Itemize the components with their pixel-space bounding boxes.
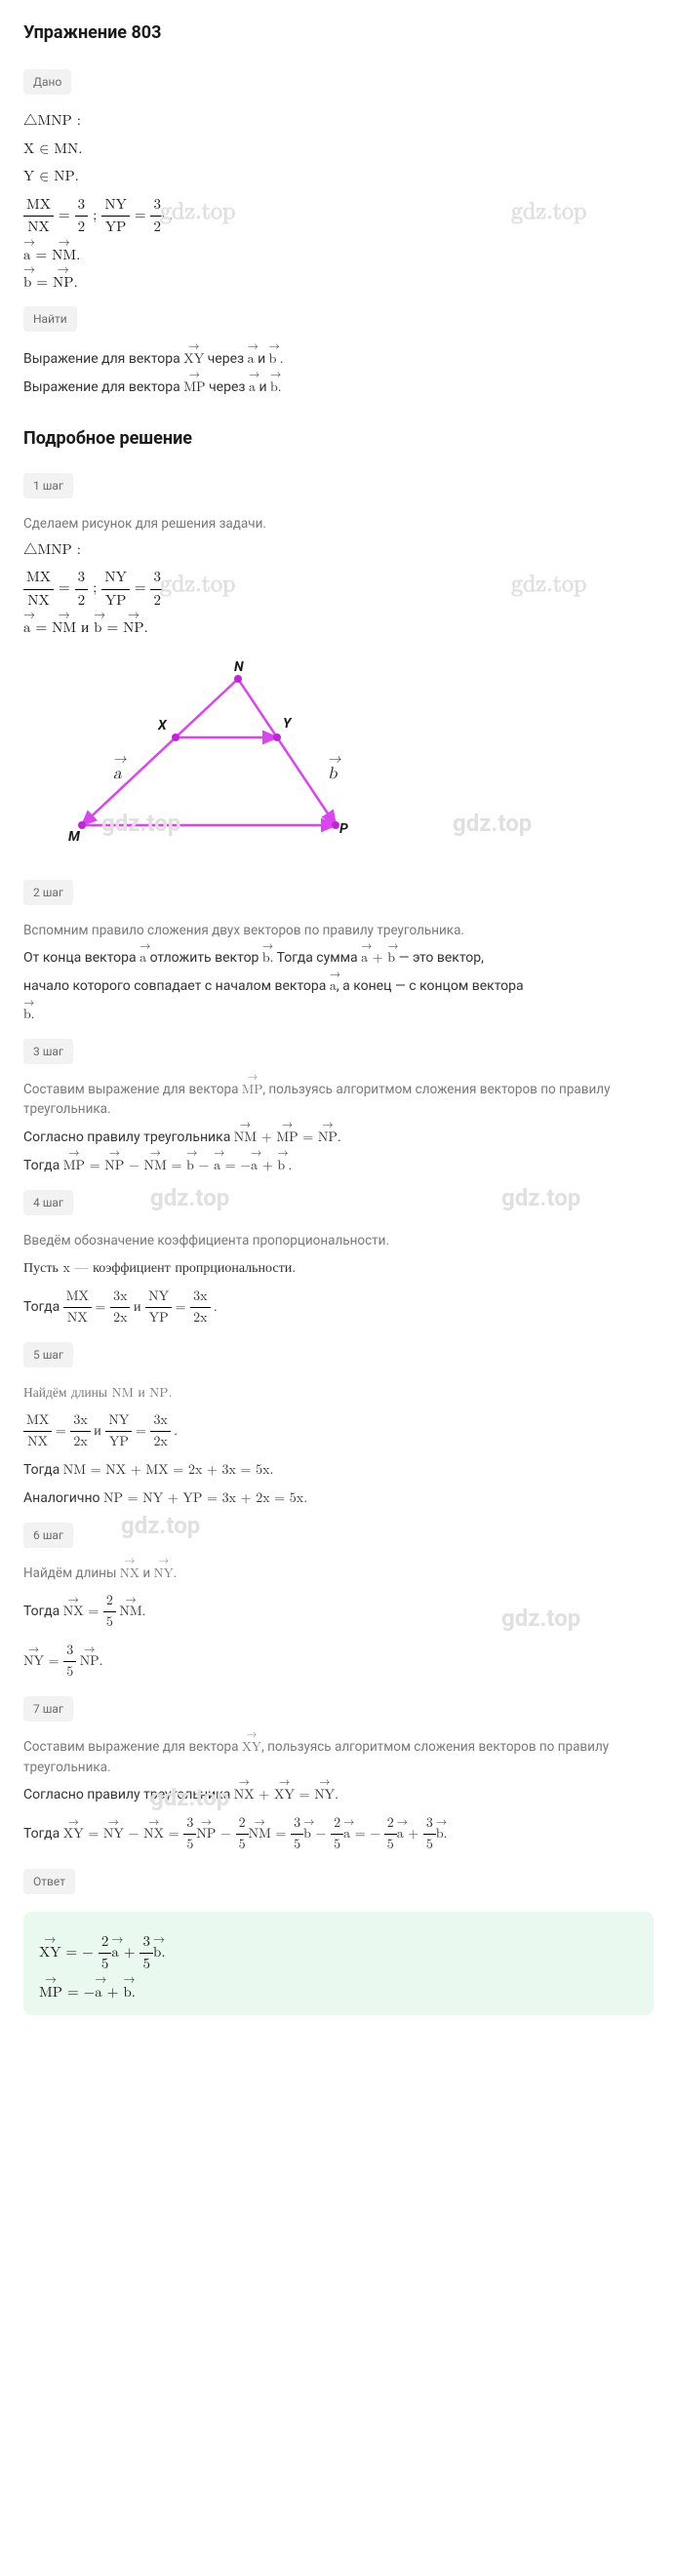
- step6-l2: NY = 35 NP.: [23, 1641, 654, 1683]
- step5-l3: Аналогично NP = NY + YP = 3x + 2x = 5x. …: [23, 1488, 654, 1509]
- given-ratio-line: MXNX = 32 ; NYYP = 32 . gdz.top gdz.top: [23, 194, 654, 239]
- exercise-title: Упражнение 803: [23, 20, 654, 46]
- tag-step3: 3 шаг: [23, 1039, 73, 1064]
- step7-l2: Тогда XY = NY − NX = 35NP − 25NM = 35 b …: [23, 1813, 654, 1855]
- tag-given: Дано: [23, 69, 71, 95]
- answer-box: XY = − 25a + 35 b . MP = −a + b .: [23, 1912, 654, 2016]
- step2-l3: b .: [23, 1005, 654, 1025]
- step1-vecs: a = NM и b = NP.: [23, 617, 654, 640]
- watermark: gdz.top: [121, 1508, 200, 1543]
- step7-intro: Составим выражение для вектора XY, польз…: [23, 1737, 654, 1777]
- step7-l1: Согласно правилу треугольника NX + XY = …: [23, 1785, 654, 1805]
- step2-intro: Вспомним правило сложения двух векторов …: [23, 921, 654, 940]
- step1-l1: △MNP :: [23, 539, 654, 562]
- step1-ratio: MXNX = 32 ; NYYP = 32 gdz.top gdz.top: [23, 567, 654, 612]
- given-line-2: X ∈ MN.: [23, 139, 654, 161]
- step5-l2: Тогда NM = NX + MX = 2x + 3x = 5x.: [23, 1460, 654, 1481]
- tag-step6: 6 шаг: [23, 1523, 73, 1548]
- diagram-label-y: Y: [283, 714, 291, 734]
- given-line-1: △MNP :: [23, 110, 654, 133]
- step3-intro: Составим выражение для вектора MP, польз…: [23, 1080, 654, 1120]
- step6-l1: Тогда NX = 25 NM. gdz.top: [23, 1591, 654, 1633]
- step6-intro: Найдём длины NX и NY.: [23, 1564, 654, 1583]
- tag-step7: 7 шаг: [23, 1696, 73, 1722]
- watermark: gdz.top: [160, 567, 235, 602]
- diagram-label-b: b: [328, 762, 337, 787]
- step4-intro: Введём обозначение коэффициента пропорци…: [23, 1231, 654, 1250]
- diagram-label-x: X: [158, 716, 167, 736]
- step2-l2: начало которого совпадает с началом вект…: [23, 976, 654, 997]
- step4-l2: Тогда MXNX = 3x2x и NYYP = 3x2x .: [23, 1287, 654, 1328]
- answer-line-1: XY = − 25a + 35 b .: [39, 1931, 638, 1976]
- diagram-label-m: M: [68, 827, 80, 848]
- tag-step2: 2 шаг: [23, 880, 73, 905]
- tag-answer: Ответ: [23, 1869, 75, 1894]
- given-vec-b: b = NP.: [23, 272, 654, 295]
- step2-l1: От конца вектора a отложить вектор b . Т…: [23, 948, 654, 969]
- step1-intro: Сделаем рисунок для решения задачи.: [23, 514, 654, 534]
- find-line-1: Выражение для вектора XY через a и b .: [23, 349, 654, 370]
- step3-l2: Тогда MP = NP − NM = b − a = −a + b . gd…: [23, 1156, 654, 1176]
- step5-frac: MXNX = 3x2x и NYYP = 3x2x .: [23, 1410, 654, 1452]
- diagram-label-p: P: [339, 819, 348, 840]
- watermark: gdz.top: [453, 806, 532, 841]
- triangle-diagram: N X Y M P a b gdz.top gdz.top: [43, 659, 394, 854]
- answer-line-2: MP = −a + b .: [39, 1982, 638, 2004]
- solution-title: Подробное решение: [23, 425, 654, 452]
- diagram-label-a: a: [113, 762, 122, 787]
- step3-l1: Согласно правилу треугольника NM + MP = …: [23, 1128, 654, 1148]
- watermark: gdz.top: [511, 567, 586, 602]
- find-line-2: Выражение для вектора MP через a и b.: [23, 377, 654, 398]
- watermark: gdz.top: [501, 1180, 580, 1215]
- tag-step5: 5 шаг: [23, 1342, 73, 1367]
- watermark: gdz.top: [150, 1180, 229, 1215]
- step4-l1: Пусть x — коэффициент пропрциональности.: [23, 1258, 654, 1279]
- given-line-3: Y ∈ NP.: [23, 166, 654, 188]
- diagram-label-n: N: [234, 657, 244, 678]
- tag-step1: 1 шаг: [23, 473, 73, 498]
- given-vec-a: a = NM.: [23, 245, 654, 267]
- tag-step4: 4 шаг: [23, 1190, 73, 1215]
- tag-find: Найти: [23, 306, 77, 332]
- watermark: gdz.top: [511, 194, 586, 229]
- watermark: gdz.top: [501, 1601, 580, 1636]
- step5-intro: Найдём длины NM и NP.: [23, 1383, 654, 1403]
